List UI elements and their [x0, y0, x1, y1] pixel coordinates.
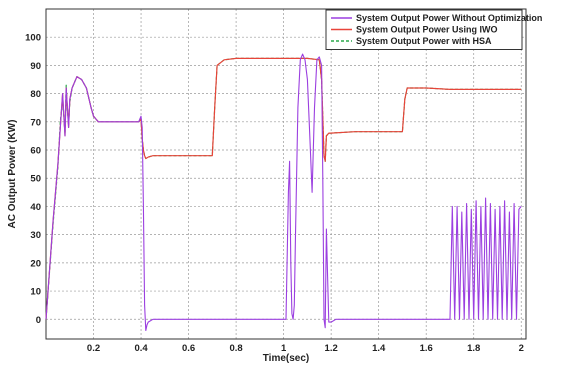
x-tick-label: 1.6 [420, 343, 433, 354]
x-tick-label: 0.8 [229, 343, 242, 354]
x-tick-label: 0.4 [134, 343, 148, 354]
x-tick-label: 1.4 [372, 343, 386, 354]
y-tick-label: 70 [30, 117, 41, 128]
x-tick-label: 1 [281, 343, 287, 354]
x-tick-label: 1.2 [325, 343, 338, 354]
series-line-1 [45, 53, 522, 332]
legend-label-1: System Output Power Without Optimization [356, 13, 542, 23]
y-tick-label: 100 [25, 33, 41, 44]
y-tick-label: 0 [36, 315, 41, 326]
legend: System Output Power Without Optimization… [325, 9, 542, 50]
y-axis-label: AC Output Power (KW) [7, 120, 18, 229]
axis-ticks: 0.2 0.4 0.6 0.8 1 1.2 1.4 1.6 1.8 201020304050607… [25, 33, 524, 354]
y-tick-label: 60 [30, 146, 41, 157]
series-layer [45, 53, 522, 332]
x-tick-label: 0.6 [182, 343, 195, 354]
x-tick-label: 0.2 [87, 343, 100, 354]
x-tick-label: 1.8 [467, 343, 480, 354]
y-tick-label: 40 [30, 202, 41, 213]
y-tick-label: 20 [30, 258, 41, 269]
x-tick-label: 2 [519, 343, 524, 354]
y-tick-label: 10 [30, 287, 41, 298]
y-tick-label: 50 [30, 174, 41, 185]
y-tick-label: 30 [30, 230, 41, 241]
legend-box [325, 9, 523, 50]
legend-label-2: System Output Power Using IWO [356, 25, 498, 35]
legend-label-3: System Output Power with HSA [356, 36, 492, 46]
plot-frame [45, 8, 527, 340]
y-tick-label: 90 [30, 61, 41, 72]
y-tick-label: 80 [30, 89, 41, 100]
x-axis-label: Time(sec) [263, 353, 310, 364]
